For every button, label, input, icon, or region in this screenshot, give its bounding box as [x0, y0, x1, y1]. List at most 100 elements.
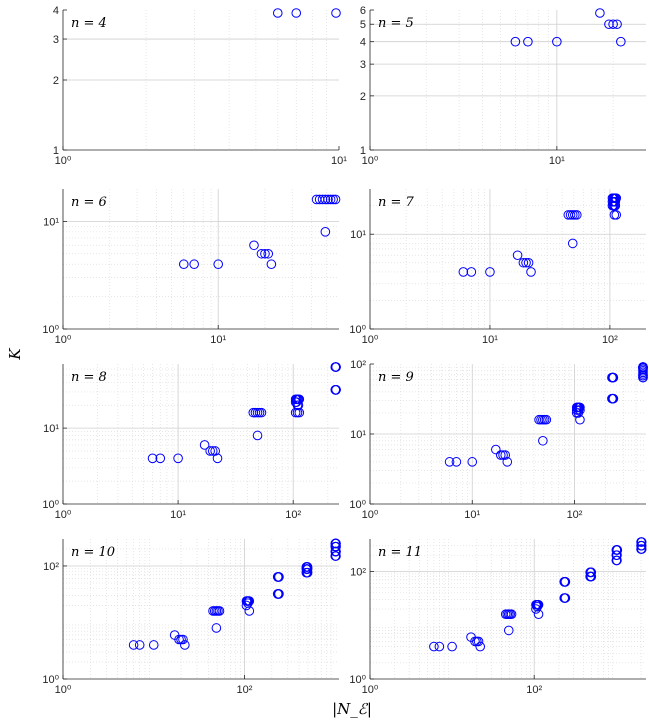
data-point: [595, 8, 605, 18]
y-tick-label: 10⁰: [349, 324, 366, 336]
y-tick-label: 10²: [350, 566, 366, 578]
data-point: [638, 372, 648, 383]
data-point: [532, 601, 543, 612]
series-points: [458, 193, 622, 277]
data-point: [266, 259, 277, 270]
data-point: [210, 446, 220, 456]
data-point: [612, 19, 622, 30]
data-point: [491, 444, 501, 455]
data-point: [212, 453, 223, 464]
data-point: [178, 634, 188, 645]
x-tick-label: 10¹: [331, 155, 347, 167]
x-tick-label: 10²: [567, 509, 583, 521]
x-tick-label: 10¹: [170, 509, 186, 521]
data-point: [178, 259, 189, 270]
data-point: [214, 606, 225, 616]
data-point: [503, 625, 514, 636]
data-point: [616, 36, 626, 47]
panel-7: 10⁰ 10² 10⁰ 10² n = 10: [42, 538, 341, 696]
x-tick-label: 10⁰: [55, 684, 72, 696]
series-points: [272, 8, 341, 18]
data-point: [294, 407, 305, 418]
y-tick-label: 5: [360, 19, 366, 31]
panel-label: n = 4: [71, 16, 107, 31]
data-point: [531, 604, 541, 614]
data-point: [458, 267, 469, 277]
y-tick-label: 6: [360, 5, 366, 17]
x-tick-label: 10¹: [549, 155, 565, 167]
data-point: [291, 8, 302, 18]
y-tick-label: 10¹: [43, 423, 59, 435]
data-point: [444, 457, 455, 467]
data-point: [302, 567, 313, 578]
data-point: [211, 623, 222, 633]
y-tick-label: 3: [53, 34, 59, 46]
data-point: [523, 36, 533, 47]
x-tick-label: 10⁰: [362, 155, 379, 167]
y-tick-label: 10¹: [350, 229, 366, 241]
grid: [370, 364, 646, 504]
panel-label: n = 7: [378, 195, 415, 210]
data-point: [447, 641, 457, 652]
data-point: [331, 551, 341, 561]
x-tick-label: 10⁰: [55, 334, 72, 346]
y-tick-label: 2: [53, 75, 59, 87]
data-point: [586, 567, 597, 578]
data-point: [575, 402, 585, 413]
data-point: [148, 640, 159, 650]
data-point: [560, 577, 571, 587]
data-point: [244, 606, 255, 616]
x-tick-label: 10¹: [210, 334, 226, 346]
data-point: [567, 238, 578, 249]
panel-1: 10⁰ 10¹ 1 2 3 4 n = 4: [53, 5, 347, 167]
panel-2: 10⁰ 10¹ 1 2 3 4 5 6 n = 5: [360, 5, 646, 167]
y-axis-label: K: [6, 348, 24, 361]
data-point: [434, 641, 445, 652]
x-tick-label: 10⁰: [362, 334, 379, 346]
data-point: [274, 572, 284, 582]
data-point: [500, 450, 511, 460]
panel-5: 10⁰ 10¹ 10² 10⁰ 10¹ n = 8: [42, 362, 341, 521]
panel-label: n = 5: [378, 16, 414, 31]
panel-label: n = 10: [71, 545, 115, 560]
data-point: [429, 641, 439, 652]
x-tick-label: 10²: [237, 684, 253, 696]
data-point: [320, 194, 331, 205]
data-point: [260, 248, 270, 259]
panel-6: 10⁰ 10¹ 10² 10⁰ 10¹ 10² n = 9: [349, 359, 648, 521]
grid: [63, 364, 339, 504]
data-point: [128, 640, 139, 650]
series-points: [147, 362, 341, 464]
series-points: [444, 362, 648, 467]
data-point: [272, 8, 283, 18]
data-point: [636, 537, 647, 547]
data-point: [608, 393, 619, 404]
data-point: [533, 609, 544, 620]
data-point: [317, 194, 328, 205]
data-point: [552, 36, 562, 47]
data-point: [498, 450, 508, 460]
data-point: [608, 372, 619, 383]
panel-8: 10⁰ 10² 10⁰ 10² n = 11: [349, 537, 647, 696]
y-tick-label: 10⁰: [42, 499, 59, 511]
data-point: [155, 453, 166, 464]
data-point: [173, 453, 183, 464]
data-point: [612, 555, 622, 566]
data-point: [485, 267, 495, 277]
data-point: [180, 640, 190, 650]
data-point: [199, 440, 210, 450]
data-point: [586, 571, 597, 582]
data-point: [249, 240, 259, 251]
data-point: [451, 457, 462, 467]
data-point: [636, 540, 647, 551]
data-point: [612, 550, 622, 560]
panel-label: n = 6: [71, 195, 107, 210]
data-point: [241, 600, 252, 611]
grid: [63, 539, 339, 679]
data-point: [506, 609, 517, 620]
data-point: [213, 259, 224, 270]
data-point: [526, 267, 536, 277]
data-point: [466, 267, 477, 277]
